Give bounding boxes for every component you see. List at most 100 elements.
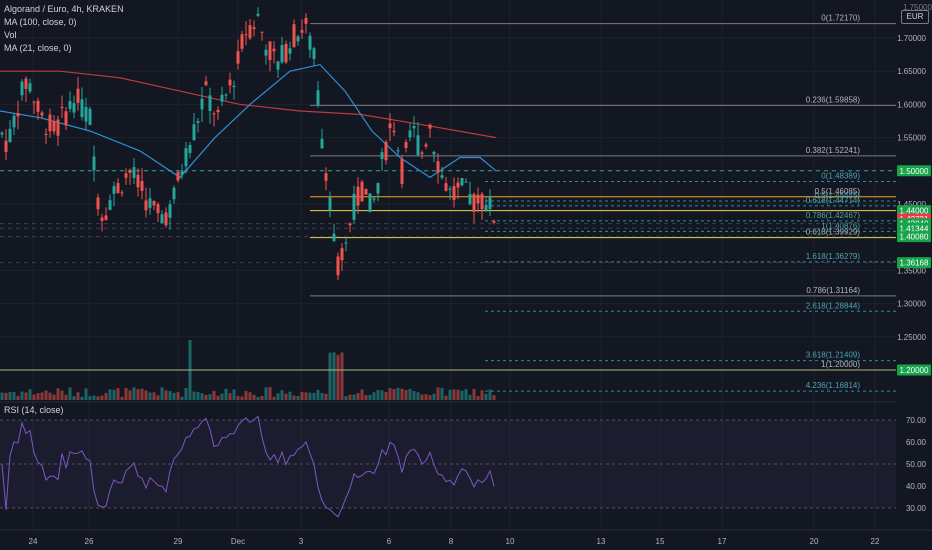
candle-body — [168, 204, 172, 218]
symbol-legend[interactable]: Algorand / Euro, 4h, KRAKEN — [4, 4, 124, 14]
candle-body — [284, 43, 288, 63]
volume-bar — [368, 394, 372, 400]
volume-bar — [456, 389, 460, 400]
candle-body — [432, 151, 436, 155]
candle-body — [404, 141, 408, 148]
volume-bar — [300, 391, 304, 400]
volume-bar — [392, 389, 396, 400]
time-tick-label: 20 — [810, 537, 819, 546]
volume-bar — [356, 393, 360, 400]
candle-body — [472, 194, 476, 212]
price-tick-label: 1.70000 — [897, 34, 926, 43]
candle-body — [188, 144, 192, 153]
price-tick-label: 1.55000 — [897, 134, 926, 143]
candle-body — [240, 34, 244, 49]
rsi-legend[interactable]: RSI (14, close) — [4, 405, 64, 415]
candle-body — [128, 170, 132, 173]
rsi-tick-label: 40.00 — [906, 482, 927, 491]
candle-body — [8, 128, 12, 142]
candle-body — [112, 186, 116, 194]
candle-body — [388, 123, 392, 129]
volume-bar — [84, 388, 88, 400]
candle-body — [440, 175, 444, 178]
price-badge-label: 1.50000 — [900, 167, 929, 176]
candle-body — [200, 98, 204, 110]
currency-button[interactable]: EUR — [901, 10, 929, 24]
price-badge-bg — [897, 231, 931, 243]
candle-body — [488, 196, 492, 210]
price-axis-bg — [896, 0, 932, 550]
candlesticks — [0, 7, 496, 281]
candle-body — [324, 173, 328, 181]
candle-body — [136, 174, 140, 188]
volume-bar — [204, 394, 208, 400]
volume-bar — [316, 389, 320, 400]
volume-legend[interactable]: Vol — [4, 30, 17, 40]
candle-body — [204, 81, 208, 86]
candle-body — [208, 95, 212, 112]
candle-body — [32, 101, 36, 103]
candle-body — [152, 200, 156, 206]
candle-body — [16, 113, 20, 117]
candle-body — [416, 135, 420, 156]
candle-body — [352, 193, 356, 220]
volume-bar — [40, 392, 44, 400]
volume-bar — [8, 392, 12, 400]
candle-body — [312, 48, 316, 59]
candle-body — [308, 35, 312, 50]
time-tick-label: 8 — [449, 537, 454, 546]
candle-body — [96, 197, 100, 210]
candle-body — [0, 132, 4, 135]
volume-bar — [160, 387, 164, 400]
volume-bar — [44, 390, 48, 400]
time-tick-label: 10 — [506, 537, 515, 546]
volume-bar — [4, 392, 8, 400]
volume-bar — [100, 395, 104, 400]
ma21-legend[interactable]: MA (21, close, 0) — [4, 43, 72, 53]
rsi-tick-label: 70.00 — [906, 416, 927, 425]
candle-body — [256, 13, 260, 16]
candle-body — [260, 31, 264, 33]
rsi-tick-label: 60.00 — [906, 438, 927, 447]
candle-body — [252, 27, 256, 30]
volume-bar — [340, 352, 344, 400]
volume-bar — [312, 392, 316, 400]
candle-body — [452, 186, 456, 200]
time-tick-label: 24 — [29, 537, 38, 546]
volume-bar — [272, 396, 276, 400]
candle-body — [100, 217, 104, 221]
time-tick-label: 29 — [174, 537, 183, 546]
price-badge-bg — [897, 257, 931, 269]
candle-body — [60, 106, 64, 109]
price-badge-label: 1.41344 — [900, 224, 929, 233]
candle-body — [408, 130, 412, 138]
volume-bar — [220, 393, 224, 400]
volume-bar — [360, 389, 364, 400]
candle-body — [332, 233, 336, 241]
volume-bar — [240, 396, 244, 400]
price-badge-label: 1.40080 — [900, 233, 929, 242]
candle-body — [68, 101, 72, 109]
candle-body — [120, 192, 124, 194]
fib-ext-label: 2.618(1.28844) — [806, 301, 861, 310]
time-axis[interactable]: 24 26 29 Dec 3 6 8 10 13 15 17 20 22 — [0, 529, 932, 546]
fib-ext-label: 0(1.48389) — [821, 171, 860, 180]
ma100-legend[interactable]: MA (100, close, 0) — [4, 17, 77, 27]
candle-body — [392, 130, 396, 133]
candle-body — [436, 161, 440, 173]
time-tick-label: 13 — [597, 537, 606, 546]
volume-bar — [476, 396, 480, 400]
volume-bar — [248, 392, 252, 400]
candle-body — [288, 48, 292, 54]
candle-body — [424, 144, 428, 147]
price-badges: 1.500001.440001.4273143:441.420401.41344… — [897, 165, 931, 376]
price-axis[interactable]: 1.70000 1.65000 1.60000 1.55000 1.50000 1.450… — [896, 0, 932, 550]
volume-bar — [308, 392, 312, 400]
volume-bar — [120, 396, 124, 400]
volume-bar — [464, 389, 468, 400]
volume-bar — [424, 394, 428, 400]
candle-body — [52, 121, 56, 132]
volume-bar — [80, 396, 84, 400]
fib-level-label: 0.618(1.39929) — [806, 228, 861, 237]
